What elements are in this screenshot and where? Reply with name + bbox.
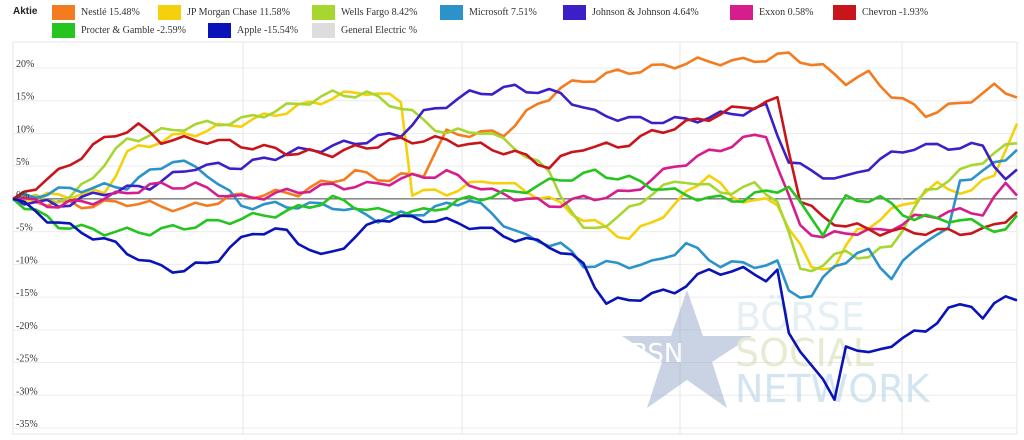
legend-item-general-electric[interactable]: General Electric % (312, 22, 417, 38)
legend-swatch (52, 22, 75, 38)
y-axis-ticks: 20% 15% 10% 5% 0% -5% -10% -15% -20% -25% -30% -35% (16, 59, 38, 430)
legend-label: General Electric % (341, 24, 418, 36)
series-line-exxon[interactable] (12, 133, 1018, 239)
y-tick-label: -10% (16, 255, 38, 266)
legend-label: JP Morgan Chase 11.58% (187, 6, 290, 18)
watermark-line2: SOCIAL (735, 331, 874, 375)
series-line-jp-morgan-chase[interactable] (12, 90, 1019, 271)
y-tick-label: -30% (16, 386, 38, 397)
legend-swatch (563, 4, 586, 20)
legend-item-jp-morgan-chase[interactable]: JP Morgan Chase 11.58% (158, 4, 290, 20)
chart-legend: Aktie Nestlé 15.48% JP Morgan Chase 11.58… (0, 0, 1024, 42)
legend-item-johnson-johnson[interactable]: Johnson & Johnson 4.64% (563, 4, 699, 20)
watermark-line1: BÖRSE (735, 295, 865, 339)
series-line-microsoft[interactable] (12, 148, 1018, 300)
y-tick-label: 15% (16, 92, 34, 103)
bsn-watermark: BSN BÖRSE SOCIAL NETWORK (622, 290, 931, 411)
legend-label: Chevron -1.93% (862, 6, 929, 18)
legend-swatch (312, 4, 335, 20)
legend-item-exxon[interactable]: Exxon 0.58% (730, 4, 813, 20)
y-tick-label: -35% (16, 419, 38, 430)
y-tick-label: -15% (16, 288, 38, 299)
series-line-johnson-johnson[interactable] (12, 83, 1018, 208)
watermark-line3: NETWORK (735, 367, 931, 411)
legend-item-microsoft[interactable]: Microsoft 7.51% (440, 4, 537, 20)
legend-label: Wells Fargo 8.42% (341, 6, 418, 18)
series-line-chevron[interactable] (12, 95, 1018, 237)
series-line-nestl[interactable] (12, 51, 1018, 213)
y-tick-label: -5% (16, 223, 33, 234)
legend-swatch (730, 4, 753, 20)
watermark-badge: BSN (630, 339, 683, 369)
legend-swatch (208, 22, 231, 38)
y-tick-label: 10% (16, 124, 34, 135)
legend-label: Procter & Gamble -2.59% (81, 24, 186, 36)
star-logo (622, 290, 752, 408)
series-line-procter-gamble[interactable] (12, 168, 1019, 237)
y-tick-label: -20% (16, 321, 38, 332)
legend-label: Exxon 0.58% (759, 6, 814, 18)
legend-item-chevron[interactable]: Chevron -1.93% (833, 4, 928, 20)
legend-label: Microsoft 7.51% (469, 6, 537, 18)
series-line-apple[interactable] (12, 197, 1018, 402)
legend-swatch (440, 4, 463, 20)
legend-item-apple[interactable]: Apple -15.54% (208, 22, 298, 38)
legend-item-procter-gamble[interactable]: Procter & Gamble -2.59% (52, 22, 186, 38)
series-lines (12, 51, 1019, 402)
legend-swatch (52, 4, 75, 20)
legend-item-wells-fargo[interactable]: Wells Fargo 8.42% (312, 4, 418, 20)
legend-label: Johnson & Johnson 4.64% (592, 6, 699, 18)
legend-swatch (312, 22, 335, 38)
legend-label: Nestlé 15.48% (81, 6, 140, 18)
legend-swatch (158, 4, 181, 20)
legend-header: Aktie (13, 6, 38, 17)
y-tick-label: 20% (16, 59, 34, 70)
legend-label: Apple -15.54% (237, 24, 299, 36)
y-tick-label: -25% (16, 354, 38, 365)
y-tick-label: 0% (16, 190, 29, 201)
legend-swatch (833, 4, 856, 20)
legend-item-nestl[interactable]: Nestlé 15.48% (52, 4, 140, 20)
y-tick-label: 5% (16, 157, 29, 168)
